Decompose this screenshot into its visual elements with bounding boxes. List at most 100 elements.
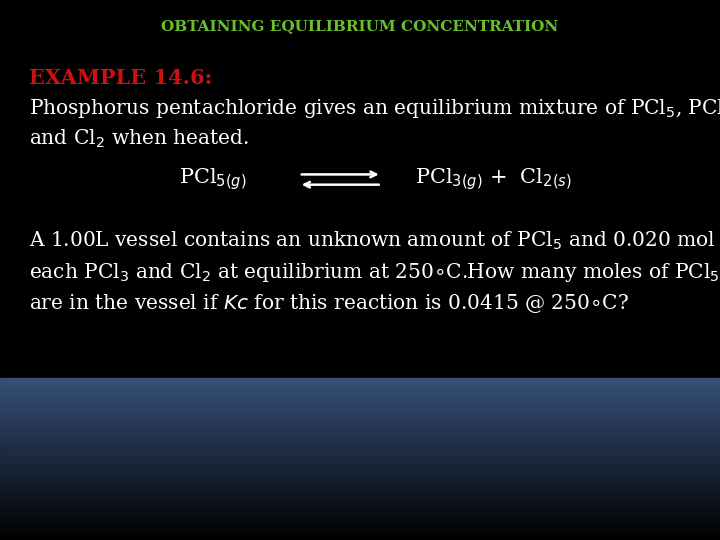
Text: and Cl$_2$ when heated.: and Cl$_2$ when heated. [29,128,248,150]
Bar [0,515,720,516]
Text: PCl$_{3(g)}$ +  Cl$_{2(s)}$: PCl$_{3(g)}$ + Cl$_{2(s)}$ [415,166,572,192]
Bar [0,456,720,457]
Bar [0,412,720,413]
Bar [0,453,720,454]
Bar [0,448,720,449]
Bar [0,532,720,534]
Bar [0,406,720,407]
Bar [0,472,720,473]
Bar [0,440,720,441]
Bar [0,500,720,501]
Bar [0,456,720,457]
Text: EXAMPLE 14.6:: EXAMPLE 14.6: [29,68,212,87]
Bar [0,492,720,493]
Bar [0,535,720,536]
Bar [0,408,720,409]
Bar [0,400,720,401]
Bar [0,444,720,445]
Bar [0,443,720,444]
Bar [0,514,720,515]
Bar [0,419,720,420]
Bar [0,434,720,435]
Bar [0,538,720,539]
Bar [0,396,720,397]
Bar [0,497,720,498]
Bar [0,451,720,453]
Bar [0,394,720,395]
Bar [0,378,720,379]
Bar [0,495,720,496]
Bar [0,415,720,416]
Bar [0,397,720,399]
Bar [0,508,720,509]
Bar [0,522,720,523]
Bar [0,423,720,424]
Bar [0,501,720,502]
Bar [0,476,720,477]
Bar [0,435,720,436]
Bar [0,491,720,492]
Bar [0,531,720,532]
Bar [0,402,720,403]
Bar [0,413,720,414]
Bar [0,485,720,486]
Bar [0,477,720,478]
Bar [0,518,720,519]
Bar [0,388,720,389]
Bar [0,386,720,387]
Bar [0,528,720,529]
Bar [0,498,720,499]
Bar [0,493,720,494]
Bar [0,529,720,530]
Bar [0,496,720,497]
Bar [0,414,720,415]
Bar [0,409,720,410]
Bar [0,424,720,425]
Bar [0,381,720,382]
Bar [0,446,720,447]
Bar [0,403,720,404]
Bar [0,432,720,433]
Bar [0,393,720,394]
Bar [0,507,720,508]
Bar [0,509,720,510]
Bar [0,482,720,483]
Bar [0,429,720,430]
Bar [0,458,720,459]
Bar [0,465,720,466]
Bar [0,504,720,505]
Bar [0,513,720,514]
Bar [0,460,720,461]
Bar [0,431,720,432]
Bar [0,405,720,406]
Bar [0,399,720,400]
Bar [0,475,720,476]
Bar [0,382,720,383]
Bar [0,418,720,419]
Bar [0,464,720,465]
Bar [0,517,720,518]
Bar [0,425,720,426]
Bar [0,416,720,417]
Bar [0,502,720,503]
Bar [0,461,720,462]
Text: Phosphorus pentachloride gives an equilibrium mixture of PCl$_5$, PCl$_3$,: Phosphorus pentachloride gives an equili… [29,97,720,120]
Bar [0,411,720,412]
Bar [0,473,720,474]
Bar [0,459,720,460]
Bar [0,527,720,528]
Bar [0,457,720,458]
Bar [0,387,720,388]
Bar [0,438,720,440]
Bar [0,467,720,468]
Bar [0,471,720,472]
Bar [0,512,720,513]
Bar [0,537,720,538]
Bar [0,526,720,527]
Bar [0,480,720,481]
Bar [0,462,720,463]
Bar [0,384,720,386]
Bar [0,389,720,390]
Bar [0,395,720,396]
Bar [0,426,720,427]
